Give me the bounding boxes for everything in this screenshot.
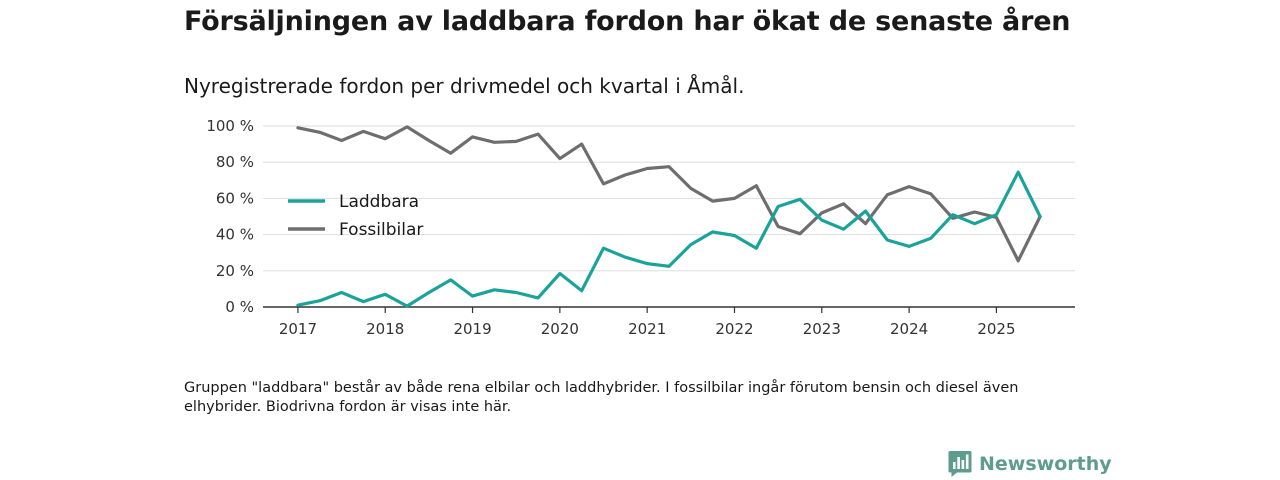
x-tick-label: 2020: [541, 320, 579, 338]
x-tick-label: 2021: [628, 320, 666, 338]
y-tick-label: 80 %: [216, 153, 254, 171]
line-chart: 0 % 20 % 40 % 60 % 80 % 100 % 2017 2018 2019 202…: [206, 117, 1075, 338]
x-axis-ticks: 2017 2018 2019 2020 2021 2022 2023 2024 2025: [279, 307, 1016, 338]
legend-label-fossilbilar: Fossilbilar: [339, 220, 423, 240]
gridlines: [263, 125, 1075, 272]
brand-name: Newsworthy: [979, 453, 1112, 475]
y-tick-label: 100 %: [206, 117, 254, 135]
x-tick-label: 2018: [366, 320, 404, 338]
x-tick-label: 2017: [279, 320, 317, 338]
y-tick-label: 60 %: [216, 189, 254, 207]
x-tick-label: 2025: [977, 320, 1015, 338]
x-tick-label: 2023: [803, 320, 841, 338]
brand-logo: Newsworthy: [948, 450, 1112, 478]
x-tick-label: 2022: [715, 320, 753, 338]
legend: Laddbara Fossilbilar: [288, 192, 423, 240]
chart-subtitle: Nyregistrerade fordon per drivmedel och …: [184, 74, 745, 98]
x-tick-label: 2024: [890, 320, 928, 338]
y-tick-label: 20 %: [216, 262, 254, 280]
legend-label-laddbara: Laddbara: [339, 192, 419, 212]
y-tick-label: 40 %: [216, 226, 254, 244]
series-line-fossilbilar: [296, 125, 1042, 263]
series-line-laddbara: [296, 170, 1042, 308]
x-tick-label: 2019: [453, 320, 491, 338]
y-tick-label: 0 %: [225, 298, 254, 316]
series-lines: [296, 125, 1042, 308]
bar-chart-badge-icon: [948, 451, 972, 477]
chart-title: Försäljningen av laddbara fordon har öka…: [184, 6, 1071, 37]
y-axis-ticks: 0 % 20 % 40 % 60 % 80 % 100 %: [206, 117, 254, 316]
footnote: Gruppen "laddbara" består av både rena e…: [184, 380, 1019, 415]
